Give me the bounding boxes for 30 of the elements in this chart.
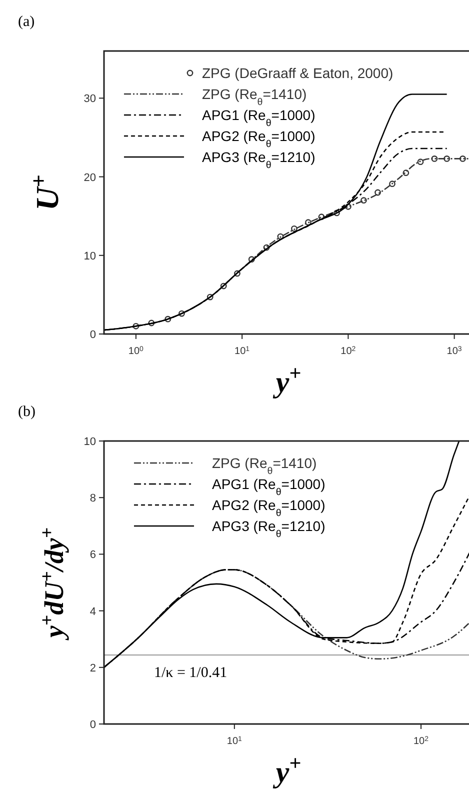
chart-title: (b) [18, 404, 36, 420]
y-tick-label: 10 [84, 250, 96, 262]
legend-label: APG2 (Re$_{θ}$=1000) [202, 128, 316, 150]
y-tick-label: 0 [90, 719, 96, 731]
x-tick-label: 10$^{2}$ [413, 736, 429, 747]
annotation: 1/κ = 1/0.41 [154, 664, 228, 681]
legend-label: APG1 (Re$_{θ}$=1000) [212, 476, 326, 498]
x-tick-label: 10$^{0}$ [128, 346, 144, 357]
legend-label: APG3 (Re$_{θ}$=1210) [212, 518, 326, 540]
x-tick-label: 10$^{2}$ [340, 346, 356, 357]
x-tick-label: 10$^{1}$ [226, 736, 242, 747]
y-tick-label: 0 [90, 329, 96, 341]
y-tick-label: 30 [84, 93, 96, 106]
y-tick-label: 2 [90, 662, 96, 674]
x-axis-title: y$^{+}$ [272, 751, 302, 789]
x-tick-label: 10$^{3}$ [446, 346, 462, 357]
x-axis-title: y$^{+}$ [272, 361, 302, 399]
chart-title: (a) [18, 14, 35, 30]
legend-label: APG2 (Re$_{θ}$=1000) [212, 497, 326, 518]
legend-label: ZPG (Re$_{θ}$=1410) [202, 86, 307, 108]
y-tick-label: 10 [84, 436, 96, 448]
y-tick-label: 20 [84, 172, 96, 184]
legend-label: APG1 (Re$_{θ}$=1000) [202, 107, 316, 128]
x-tick-label: 10$^{1}$ [234, 346, 250, 357]
legend-label: ZPG (Re$_{θ}$=1410) [212, 455, 317, 476]
legend-label: ZPG (DeGraaff & Eaton, 2000) [202, 65, 394, 81]
y-tick-label: 6 [90, 549, 96, 562]
y-tick-label: 8 [90, 492, 96, 505]
legend-label: APG3 (Re$_{θ}$=1210) [202, 149, 316, 170]
y-tick-label: 4 [90, 606, 96, 618]
